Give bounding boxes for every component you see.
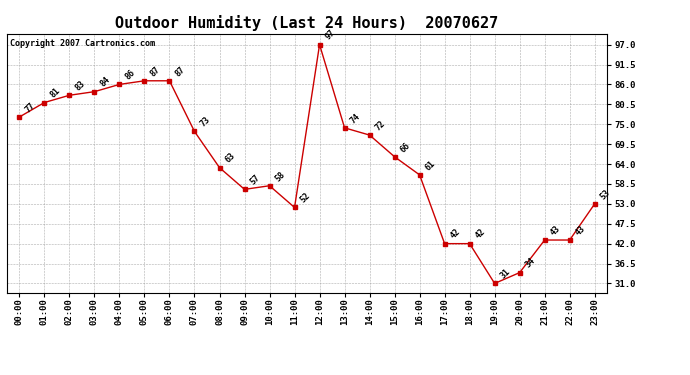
Text: 34: 34 xyxy=(524,256,538,270)
Text: Copyright 2007 Cartronics.com: Copyright 2007 Cartronics.com xyxy=(10,39,155,48)
Text: 84: 84 xyxy=(99,75,112,89)
Text: 61: 61 xyxy=(424,159,437,172)
Text: 53: 53 xyxy=(599,188,612,201)
Text: 66: 66 xyxy=(399,141,412,154)
Text: 72: 72 xyxy=(374,119,387,132)
Title: Outdoor Humidity (Last 24 Hours)  20070627: Outdoor Humidity (Last 24 Hours) 2007062… xyxy=(115,15,499,31)
Text: 43: 43 xyxy=(549,224,562,237)
Text: 42: 42 xyxy=(474,227,487,241)
Text: 31: 31 xyxy=(499,267,512,280)
Text: 63: 63 xyxy=(224,152,237,165)
Text: 77: 77 xyxy=(23,101,37,114)
Text: 81: 81 xyxy=(48,86,62,100)
Text: 52: 52 xyxy=(299,191,312,205)
Text: 73: 73 xyxy=(199,115,212,129)
Text: 87: 87 xyxy=(148,64,162,78)
Text: 86: 86 xyxy=(124,68,137,82)
Text: 43: 43 xyxy=(574,224,587,237)
Text: 74: 74 xyxy=(348,112,362,125)
Text: 58: 58 xyxy=(274,170,287,183)
Text: 57: 57 xyxy=(248,173,262,187)
Text: 87: 87 xyxy=(174,64,187,78)
Text: 83: 83 xyxy=(74,79,87,93)
Text: 97: 97 xyxy=(324,28,337,42)
Text: 42: 42 xyxy=(448,227,462,241)
